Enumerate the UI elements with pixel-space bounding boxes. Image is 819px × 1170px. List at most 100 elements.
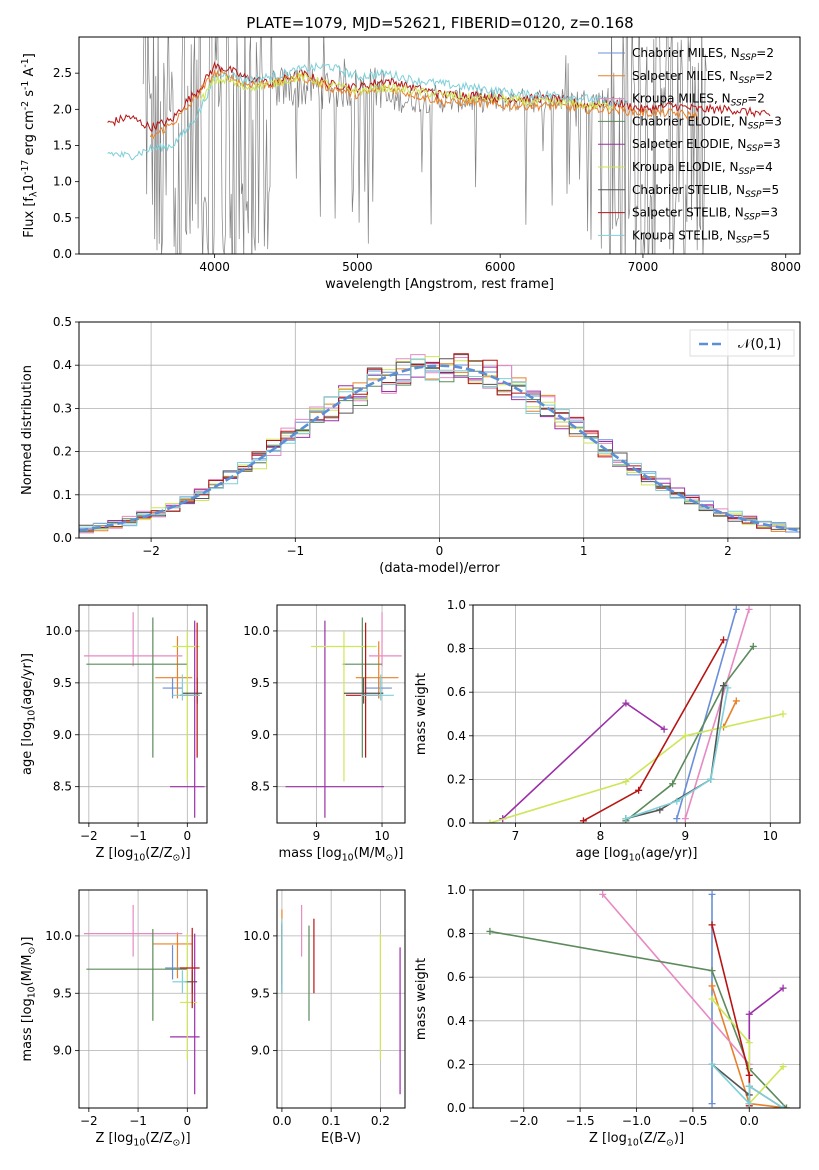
y-axis-label: mass weight (414, 673, 429, 755)
y-tick-label: 10.0 (243, 624, 270, 638)
model-curve-kroupa-stelib (107, 61, 628, 161)
y-tick-label: 0.8 (447, 642, 466, 656)
axes-frame (472, 604, 801, 824)
weight-marker (681, 815, 689, 823)
x-tick-label: 7 (512, 829, 520, 843)
weight-marker (745, 1082, 753, 1090)
y-tick-label: 10.0 (45, 929, 72, 943)
y-tick-label: 0.0 (447, 816, 466, 830)
legend-label: Kroupa STELIB, NSSP=5 (632, 228, 770, 245)
y-axis-label: Normed distribution (20, 365, 35, 495)
legend-label: Salpeter STELIB, NSSP=3 (632, 206, 778, 223)
weight-marker (708, 1060, 716, 1068)
plot-area (281, 904, 401, 1095)
weight-line (676, 609, 738, 819)
axes-frame (276, 889, 406, 1109)
y-tick-label: 2.0 (53, 102, 72, 116)
x-tick-label: 6000 (485, 260, 516, 274)
axes-frame (78, 604, 208, 824)
y-tick-label: 1.5 (53, 139, 72, 153)
weight-marker (724, 684, 732, 692)
panel-age-vs-mass: 9 10 8.5 9.0 9.5 10.0 mass [log10(M/M⊙)] (243, 604, 406, 864)
weight-marker (732, 605, 740, 613)
weight-line (684, 609, 750, 819)
weight-marker (745, 1039, 753, 1047)
y-tick-label: 0.4 (447, 1014, 466, 1028)
plot-area (83, 904, 200, 1095)
weight-marker (669, 780, 677, 788)
weight-marker (622, 778, 630, 786)
x-tick-label: 7000 (628, 260, 659, 274)
legend-label: Chabrier ELODIE, NSSP=3 (632, 114, 782, 131)
figure-title: PLATE=1079, MJD=52621, FIBERID=0120, z=0… (246, 14, 633, 32)
weight-line (625, 685, 725, 820)
x-tick-label: 10 (374, 829, 389, 843)
x-tick-label: 0.2 (371, 1114, 390, 1128)
panel-weight-vs-age: 7 8 9 10 0.0 0.2 0.4 0.6 0.8 1.0 age [log10(age/yr… (414, 598, 801, 864)
weight-marker (779, 1063, 787, 1071)
weight-marker (673, 815, 681, 823)
legend-label: Chabrier MILES, NSSP=2 (632, 46, 774, 63)
weight-line (711, 1063, 784, 1108)
x-tick-label: −2.0 (509, 1114, 538, 1128)
legend-label: Chabrier STELIB, NSSP=5 (632, 183, 779, 200)
legend-label: Kroupa ELODIE, NSSP=4 (632, 160, 773, 177)
weight-marker (782, 1104, 790, 1108)
y-tick-label: 9.5 (251, 986, 270, 1000)
y-tick-label: 0.4 (447, 729, 466, 743)
y-tick-label: 10.0 (243, 929, 270, 943)
weight-marker (732, 697, 740, 705)
y-tick-label: 9.5 (53, 986, 72, 1000)
panel-age-vs-Z: −2 −1 0 8.5 9.0 9.5 10.0 Z [log10(Z/Z⊙)] age [lo… (20, 604, 208, 864)
weight-line (502, 702, 665, 820)
weight-marker (707, 775, 715, 783)
y-tick-label: 1.0 (447, 598, 466, 612)
model-curve-salpeter-stelib (107, 60, 771, 133)
y-tick-label: 0.6 (447, 970, 466, 984)
histogram-series (79, 353, 800, 531)
weight-marker (708, 921, 716, 929)
plot-area (486, 605, 787, 823)
x-axis-label: Z [log10(Z/Z⊙)] (95, 846, 190, 864)
x-tick-label: −2 (80, 1114, 98, 1128)
weight-marker (708, 995, 716, 1003)
legend-label: Salpeter ELODIE, NSSP=3 (632, 137, 781, 154)
y-tick-label: 9.0 (251, 728, 270, 742)
x-tick-label: −0.5 (678, 1114, 707, 1128)
axes-frame (276, 604, 406, 824)
y-tick-label: 9.0 (251, 1044, 270, 1058)
y-axis-label: age [log10(age/yr)] (20, 653, 38, 775)
x-tick-label: −1.0 (622, 1114, 651, 1128)
weight-marker (635, 786, 643, 794)
weight-marker (681, 732, 689, 740)
weight-marker (673, 797, 681, 805)
weight-line (625, 645, 754, 822)
y-tick-label: 0.2 (447, 1057, 466, 1071)
panel-mass-vs-EBV: 0.0 0.1 0.2 9.0 9.5 10.0 E(B-V) (243, 889, 406, 1146)
x-axis-label: wavelength [Angstrom, rest frame] (325, 277, 554, 292)
weight-marker (708, 967, 716, 975)
weight-marker (708, 982, 716, 990)
weight-marker (486, 819, 494, 823)
weight-marker (486, 927, 494, 935)
weight-marker (745, 605, 753, 613)
legend: Chabrier MILES, NSSP=2 Salpeter MILES, NS… (598, 46, 782, 245)
weight-line (722, 700, 738, 728)
plot-area (83, 612, 205, 818)
y-axis-label: mass [log10(M/M⊙)] (20, 937, 38, 1062)
x-axis-label: Z [log10(Z/Z⊙)] (95, 1131, 190, 1149)
y-tick-label: 2.5 (53, 66, 72, 80)
weight-line (625, 687, 729, 820)
plot-area (486, 890, 790, 1108)
y-tick-label: 0.0 (53, 531, 72, 545)
gaussian-curve (79, 364, 800, 532)
plot-area (107, 37, 771, 254)
y-tick-label: 10.0 (45, 624, 72, 638)
plot-area (79, 353, 800, 534)
chart-layer: 4000 5000 6000 7000 80000.00.51.01.52.02.5wa… (20, 36, 801, 1149)
y-tick-label: 0.1 (53, 488, 72, 502)
weight-marker (720, 636, 728, 644)
y-tick-label: 0.0 (53, 247, 72, 261)
y-tick-label: 0.4 (53, 358, 72, 372)
panel-residuals: −2 −1 0 1 2 0.0 0.1 0.2 0.3 0.4 0.5 (data-model)/er… (20, 315, 801, 576)
